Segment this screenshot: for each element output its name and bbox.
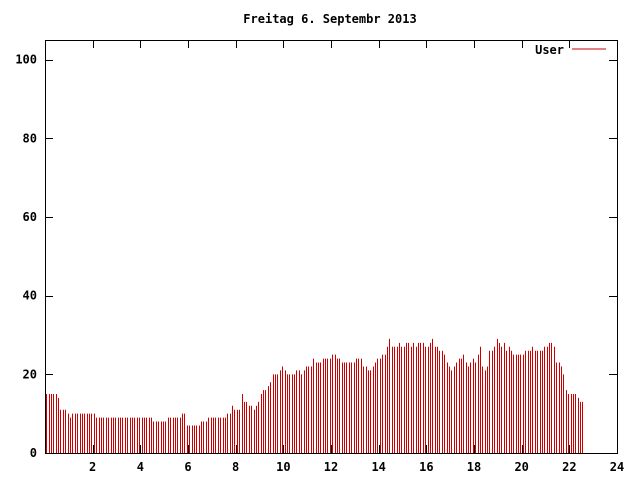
plot-frame [45, 40, 618, 454]
x-axis: 2 4 6 8 10 12 14 16 18 20 22 24 [89, 40, 624, 474]
legend-label: User [535, 43, 564, 57]
x-tick-label: 18 [467, 460, 481, 474]
y-tick-label: 80 [23, 131, 37, 145]
x-tick-label: 2 [89, 460, 96, 474]
x-tick-label: 8 [232, 460, 239, 474]
y-tick-label: 100 [15, 53, 37, 67]
x-tick-label: 22 [562, 460, 576, 474]
x-tick-label: 24 [610, 460, 624, 474]
x-tick-label: 6 [184, 460, 191, 474]
x-tick-label: 10 [276, 460, 290, 474]
bars-layer [46, 338, 583, 453]
y-tick-label: 0 [30, 446, 37, 460]
x-tick-label: 20 [514, 460, 528, 474]
x-tick-label: 4 [137, 460, 144, 474]
chart-title: Freitag 6. Septembr 2013 [243, 12, 416, 26]
y-axis: 0 20 40 60 80 100 [15, 53, 617, 460]
y-tick-label: 60 [23, 210, 37, 224]
x-tick-label: 12 [324, 460, 338, 474]
legend: User [535, 43, 606, 57]
x-tick-label: 14 [371, 460, 385, 474]
y-tick-label: 20 [23, 367, 37, 381]
y-tick-label: 40 [23, 289, 37, 303]
x-tick-label: 16 [419, 460, 433, 474]
